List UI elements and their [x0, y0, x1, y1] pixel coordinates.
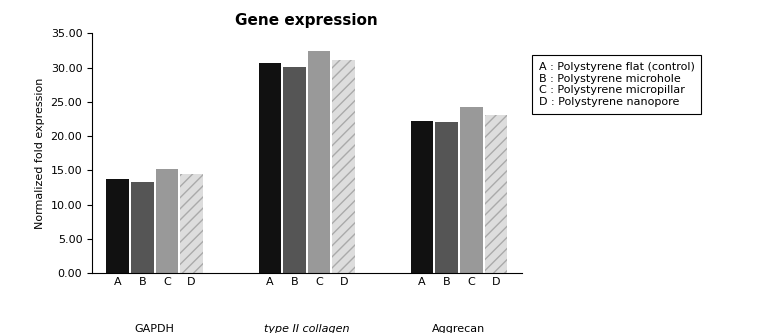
Bar [283, 67, 306, 273]
Bar [258, 64, 281, 273]
Bar [107, 178, 129, 273]
Bar [410, 121, 433, 273]
Bar [156, 169, 178, 273]
Text: GAPDH: GAPDH [135, 324, 175, 333]
Text: type II collagen: type II collagen [264, 324, 350, 333]
Text: Aggrecan: Aggrecan [433, 324, 486, 333]
Text: A : Polystyrene flat (control)
B : Polystyrene microhole
C : Polystyrene micropi: A : Polystyrene flat (control) B : Polys… [538, 62, 695, 107]
Bar [460, 107, 482, 273]
Bar [485, 115, 507, 273]
Bar [131, 182, 153, 273]
Bar [436, 122, 458, 273]
Title: Gene expression: Gene expression [235, 13, 378, 28]
Bar [308, 51, 331, 273]
Bar [180, 174, 203, 273]
Bar [332, 60, 355, 273]
Y-axis label: Normalized fold expression: Normalized fold expression [35, 78, 45, 229]
